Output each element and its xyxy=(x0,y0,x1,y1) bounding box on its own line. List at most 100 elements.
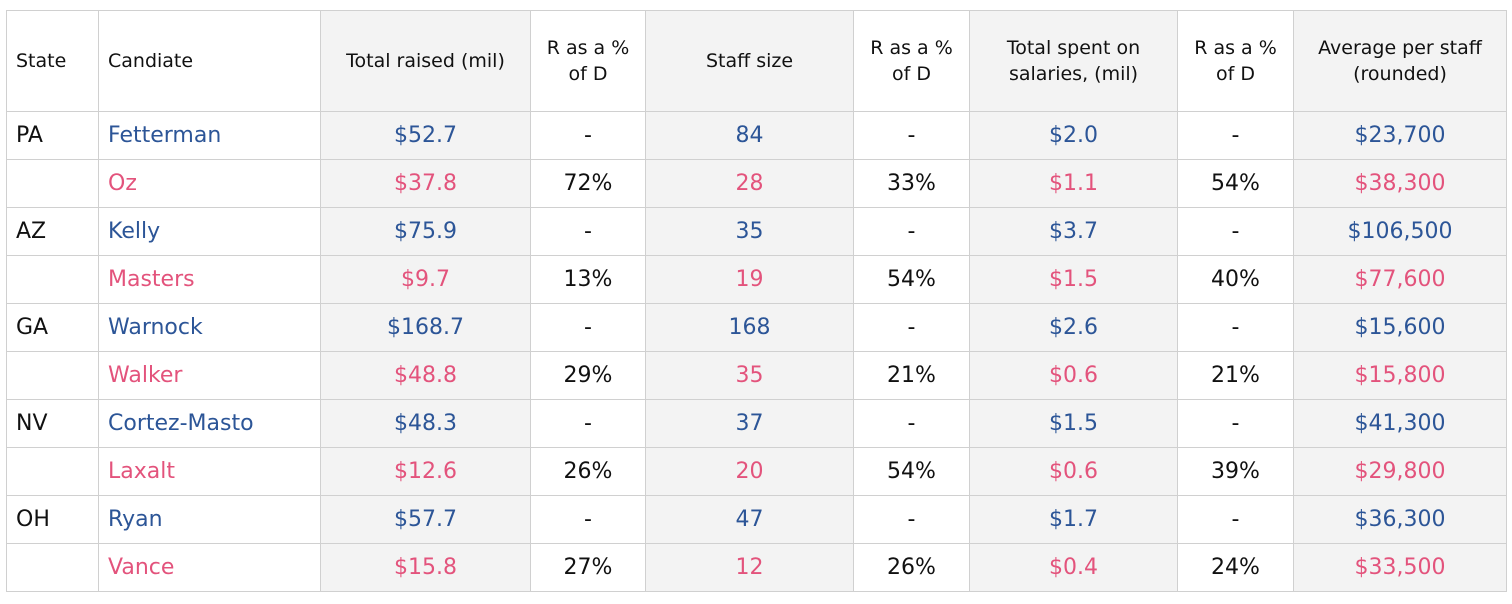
value-cell: - xyxy=(530,111,646,160)
value-cell: - xyxy=(853,495,970,544)
value-cell: 54% xyxy=(1177,159,1294,208)
value-cell: 33% xyxy=(853,159,970,208)
table-row: Laxalt $12.6 26% 20 54% $0.6 39% $29,800 xyxy=(6,447,1507,496)
table-row: NV Cortez-Masto $48.3-37- $1.5- $41,300 xyxy=(6,399,1507,448)
value-cell: $48.3 xyxy=(320,399,531,448)
table-row: Walker $48.8 29% 35 21% $0.6 21% $15,800 xyxy=(6,351,1507,400)
value-cell: 54% xyxy=(853,447,970,496)
state-cell xyxy=(6,351,99,400)
value-cell: - xyxy=(530,303,646,352)
value-cell: $15.8 xyxy=(320,543,531,592)
value-cell: $33,500 xyxy=(1293,543,1507,592)
state-cell: OH xyxy=(6,495,99,544)
value-cell: - xyxy=(853,399,970,448)
column-header: R as a % of D xyxy=(530,10,646,112)
value-cell: 39% xyxy=(1177,447,1294,496)
value-cell: - xyxy=(853,207,970,256)
value-cell: $3.7 xyxy=(969,207,1178,256)
value-cell: $15,800 xyxy=(1293,351,1507,400)
value-cell: - xyxy=(530,495,646,544)
value-cell: $37.8 xyxy=(320,159,531,208)
candidate-cell: Warnock xyxy=(98,303,321,352)
value-cell: 26% xyxy=(530,447,646,496)
value-cell: $0.6 xyxy=(969,351,1178,400)
value-cell: - xyxy=(1177,111,1294,160)
state-cell xyxy=(6,255,99,304)
value-cell: 29% xyxy=(530,351,646,400)
value-cell: 21% xyxy=(853,351,970,400)
value-cell: $1.5 xyxy=(969,255,1178,304)
value-cell: $106,500 xyxy=(1293,207,1507,256)
table-row: OH Ryan $57.7-47- $1.7- $36,300 xyxy=(6,495,1507,544)
state-cell xyxy=(6,447,99,496)
value-cell: 26% xyxy=(853,543,970,592)
column-header: R as a % of D xyxy=(1177,10,1294,112)
candidate-cell: Masters xyxy=(98,255,321,304)
value-cell: $12.6 xyxy=(320,447,531,496)
value-cell: 21% xyxy=(1177,351,1294,400)
column-header: Total spent on salaries, (mil) xyxy=(969,10,1178,112)
value-cell: - xyxy=(1177,303,1294,352)
state-cell: AZ xyxy=(6,207,99,256)
value-cell: 47 xyxy=(645,495,854,544)
value-cell: 20 xyxy=(645,447,854,496)
candidate-cell: Oz xyxy=(98,159,321,208)
column-header: State xyxy=(6,10,99,112)
value-cell: $52.7 xyxy=(320,111,531,160)
state-cell: NV xyxy=(6,399,99,448)
column-header: Candiate xyxy=(98,10,321,112)
candidate-cell: Ryan xyxy=(98,495,321,544)
value-cell: 35 xyxy=(645,207,854,256)
column-header: Total raised (mil) xyxy=(320,10,531,112)
candidate-cell: Fetterman xyxy=(98,111,321,160)
state-cell xyxy=(6,543,99,592)
state-cell xyxy=(6,159,99,208)
value-cell: $9.7 xyxy=(320,255,531,304)
state-cell: PA xyxy=(6,111,99,160)
value-cell: $0.4 xyxy=(969,543,1178,592)
value-cell: $48.8 xyxy=(320,351,531,400)
candidate-cell: Kelly xyxy=(98,207,321,256)
table-row: Oz $37.8 72% 28 33% $1.1 54% $38,300 xyxy=(6,159,1507,208)
table-row: Masters $9.7 13% 19 54% $1.5 40% $77,600 xyxy=(6,255,1507,304)
value-cell: $0.6 xyxy=(969,447,1178,496)
value-cell: $36,300 xyxy=(1293,495,1507,544)
table-row: Vance $15.8 27% 12 26% $0.4 24% $33,500 xyxy=(6,543,1507,592)
candidate-cell: Vance xyxy=(98,543,321,592)
value-cell: - xyxy=(530,207,646,256)
candidate-cell: Cortez-Masto xyxy=(98,399,321,448)
column-header: Average per staff (rounded) xyxy=(1293,10,1507,112)
column-header: R as a % of D xyxy=(853,10,970,112)
value-cell: $2.0 xyxy=(969,111,1178,160)
data-table: State Candiate Total raised (mil) R as a % … xyxy=(6,10,1507,592)
value-cell: $2.6 xyxy=(969,303,1178,352)
value-cell: $23,700 xyxy=(1293,111,1507,160)
value-cell: 27% xyxy=(530,543,646,592)
value-cell: - xyxy=(1177,495,1294,544)
candidate-cell: Laxalt xyxy=(98,447,321,496)
value-cell: 37 xyxy=(645,399,854,448)
value-cell: 54% xyxy=(853,255,970,304)
column-header: Staff size xyxy=(645,10,854,112)
value-cell: 72% xyxy=(530,159,646,208)
value-cell: 40% xyxy=(1177,255,1294,304)
value-cell: $38,300 xyxy=(1293,159,1507,208)
value-cell: - xyxy=(530,399,646,448)
value-cell: 13% xyxy=(530,255,646,304)
table-body: PA Fetterman $52.7-84- $2.0- $23,700 Oz $37.8 7… xyxy=(6,111,1507,592)
value-cell: $41,300 xyxy=(1293,399,1507,448)
value-cell: $77,600 xyxy=(1293,255,1507,304)
value-cell: 35 xyxy=(645,351,854,400)
value-cell: $75.9 xyxy=(320,207,531,256)
value-cell: - xyxy=(1177,207,1294,256)
value-cell: $29,800 xyxy=(1293,447,1507,496)
table-row: GA Warnock $168.7-168- $2.6- $15,600 xyxy=(6,303,1507,352)
value-cell: 84 xyxy=(645,111,854,160)
value-cell: $1.5 xyxy=(969,399,1178,448)
candidate-cell: Walker xyxy=(98,351,321,400)
value-cell: 19 xyxy=(645,255,854,304)
table-row: PA Fetterman $52.7-84- $2.0- $23,700 xyxy=(6,111,1507,160)
value-cell: 28 xyxy=(645,159,854,208)
value-cell: $168.7 xyxy=(320,303,531,352)
value-cell: 168 xyxy=(645,303,854,352)
